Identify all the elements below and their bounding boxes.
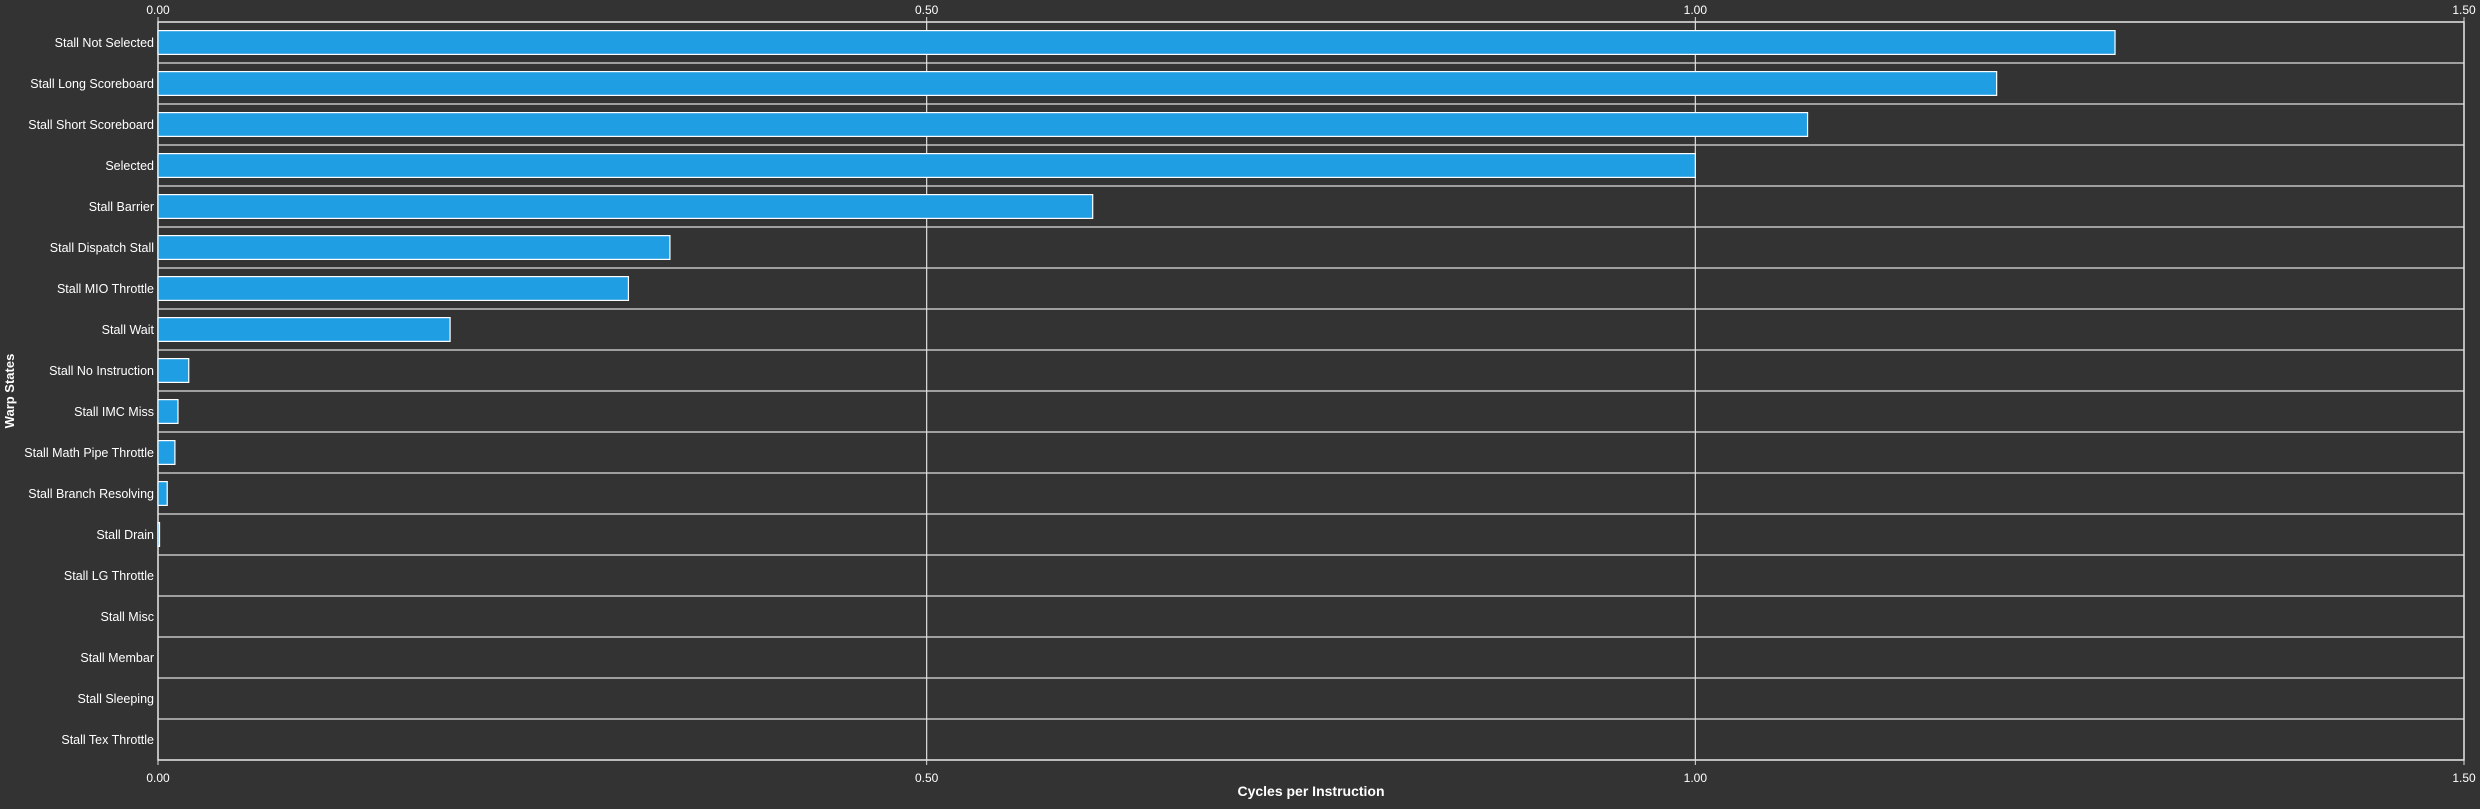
x-tick-label-bottom: 1.00 [1684,771,1708,785]
x-tick-label-top: 0.50 [915,3,939,17]
y-tick-label: Stall No Instruction [49,364,154,378]
y-tick-label: Stall Branch Resolving [28,487,154,501]
x-tick-label-bottom: 0.50 [915,771,939,785]
y-tick-label: Stall Dispatch Stall [50,241,154,255]
bar [157,71,1998,96]
axis-layer: 0.00 0.00 0.50 0.50 1.00 1.00 1.50 1.50 Stall No… [24,3,2476,785]
y-tick-label: Stall Drain [96,528,154,542]
y-tick-label: Stall MIO Throttle [57,282,154,296]
y-tick-label: Stall Barrier [89,200,154,214]
bar [157,112,1809,137]
y-tick-label: Stall Tex Throttle [61,733,154,747]
bar [157,276,630,301]
x-axis-title: Cycles per Instruction [1237,783,1384,799]
y-tick-label: Stall Math Pipe Throttle [24,446,154,460]
y-tick-label: Selected [105,159,154,173]
bar [157,317,451,342]
y-tick-label: Stall Short Scoreboard [28,118,154,132]
bar [157,522,161,547]
y-tick-label: Stall Misc [101,610,154,624]
x-tick-label-top: 1.00 [1684,3,1708,17]
y-tick-label: Stall Wait [102,323,155,337]
x-tick-label-top: 1.50 [2452,3,2476,17]
bar [157,399,179,424]
x-tick-label-bottom: 1.50 [2452,771,2476,785]
y-tick-label: Stall LG Throttle [64,569,154,583]
bar [157,194,1094,219]
bar [157,153,1696,178]
x-tick-label-top: 0.00 [146,3,170,17]
bar [157,235,671,260]
y-axis-title: Warp States [2,354,17,429]
y-tick-label: Stall Long Scoreboard [30,77,154,91]
y-tick-label: Stall Sleeping [78,692,154,706]
y-tick-label: Stall Not Selected [55,36,154,50]
y-tick-label: Stall IMC Miss [74,405,154,419]
x-tick-label-bottom: 0.00 [146,771,170,785]
bar [157,30,2116,55]
bar [157,440,176,465]
bar [157,358,190,383]
bar [157,481,168,506]
y-tick-label: Stall Membar [80,651,154,665]
bar-layer [157,30,2116,547]
grid-layer [157,21,2465,761]
